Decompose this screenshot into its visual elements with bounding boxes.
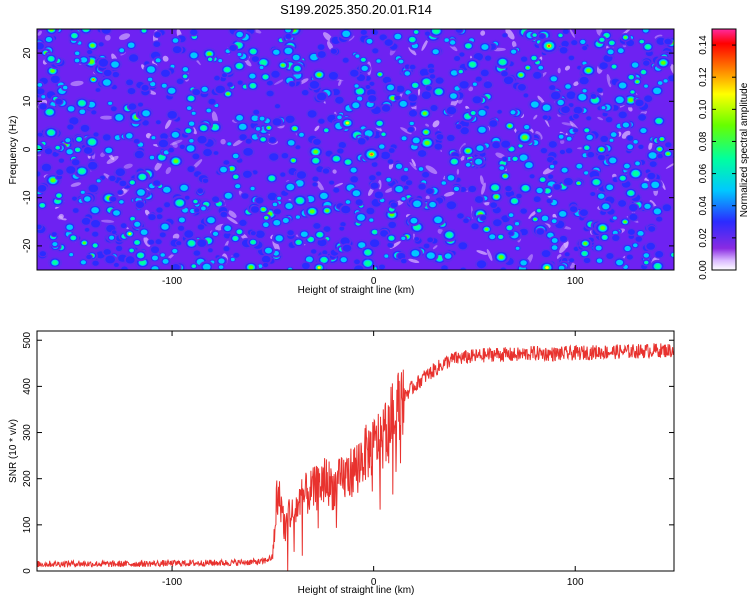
colorbar-tick-label: 0.08 (698, 131, 709, 151)
y-tick-label: 20 (22, 47, 33, 59)
y-tick-label: 500 (22, 331, 33, 348)
y-tick-label: 100 (22, 516, 33, 533)
y-tick-label: 0 (22, 146, 33, 152)
colorbar-tick-label: 0.00 (698, 260, 709, 280)
figure-title: S199.2025.350.20.01.R14 (280, 2, 432, 17)
spectrogram-y-ticks: -20 -10 0 10 20 (22, 47, 674, 253)
x-tick-label: 100 (567, 276, 584, 287)
snr-x-label: Height of straight line (km) (298, 585, 415, 596)
spectrogram-x-ticks: -100 0 100 (162, 29, 584, 287)
x-tick-label: 100 (567, 577, 584, 588)
snr-y-ticks: 0 100 200 300 400 500 (22, 331, 674, 574)
spectrogram-field (37, 29, 674, 270)
x-tick-label: 0 (371, 577, 377, 588)
snr-y-label: SNR (10 * v/v) (8, 419, 19, 483)
y-tick-label: 10 (22, 95, 33, 107)
y-tick-label: -10 (22, 190, 33, 205)
snr-series-line (36, 343, 675, 571)
y-tick-label: 200 (22, 470, 33, 487)
colorbar-tick-label: 0.12 (698, 67, 709, 87)
colorbar-tick-label: 0.02 (698, 228, 709, 248)
spectrogram-y-label: Frequency (Hz) (8, 116, 19, 185)
y-tick-label: 300 (22, 424, 33, 441)
y-tick-label: 400 (22, 378, 33, 395)
y-tick-label: 0 (22, 568, 33, 574)
colorbar-tick-label: 0.04 (698, 196, 709, 216)
snr-background (37, 331, 674, 571)
colorbar-gradient (711, 28, 737, 271)
x-tick-label: 0 (371, 276, 377, 287)
snr-frame (36, 330, 675, 572)
snr-x-ticks: -100 0 100 (162, 331, 584, 588)
colorbar-tick-label: 0.14 (698, 35, 709, 55)
snr-panel: -100 0 100 0 100 200 300 400 500 Height of stra… (8, 330, 675, 596)
colorbar-tick-label: 0.10 (698, 99, 709, 119)
colorbar: 0.00 0.02 0.04 0.06 0.08 0.10 0.12 0.14 Normali… (698, 28, 750, 280)
y-tick-label: -20 (22, 238, 33, 253)
spectrogram-x-label: Height of straight line (km) (298, 285, 415, 296)
x-tick-label: -100 (162, 276, 182, 287)
x-tick-label: -100 (162, 577, 182, 588)
colorbar-tick-label: 0.06 (698, 163, 709, 183)
colorbar-ticks: 0.00 0.02 0.04 0.06 0.08 0.10 0.12 0.14 (698, 35, 736, 280)
colorbar-label: Normalized spectral amplitude (739, 82, 750, 217)
